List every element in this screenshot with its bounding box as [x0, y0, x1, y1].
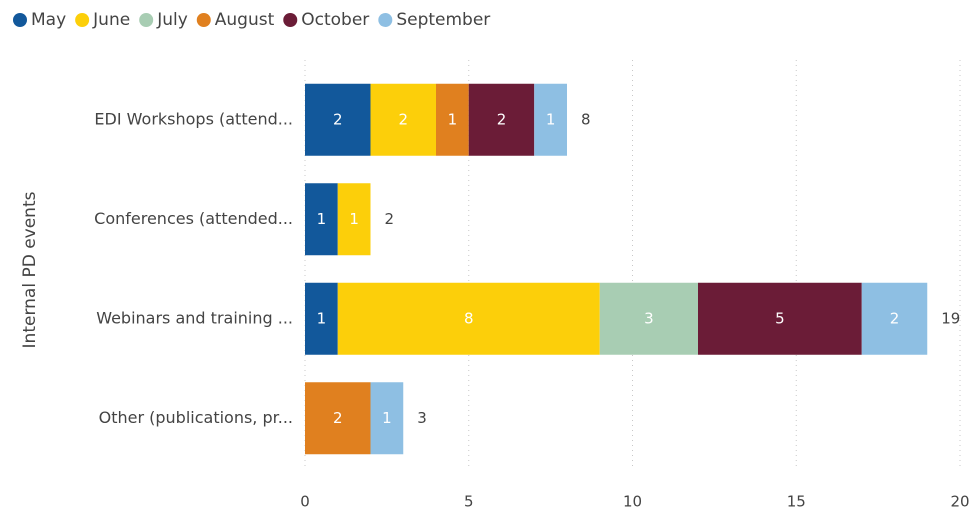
bar-segment	[698, 282, 862, 355]
y-axis-label: Internal PD events	[20, 191, 40, 348]
legend-swatch	[378, 13, 393, 27]
legend-label: August	[215, 10, 275, 30]
bar-segment	[305, 183, 338, 256]
bar-segment	[370, 382, 404, 455]
legend-label: June	[92, 10, 130, 30]
legend-label: October	[301, 10, 369, 30]
data-label: 1	[546, 110, 556, 128]
data-label: 1	[448, 110, 458, 128]
x-tick-label: 5	[464, 493, 474, 511]
legend-swatch	[75, 13, 90, 27]
data-label: 2	[497, 110, 507, 128]
data-label: 5	[775, 309, 785, 327]
total-label: 3	[417, 409, 427, 427]
y-tick-label: EDI Workshops (attend...	[94, 109, 293, 128]
legend-swatch	[139, 13, 154, 27]
bar-segment	[337, 183, 371, 256]
data-label: 3	[644, 309, 654, 327]
legend-swatch	[13, 13, 27, 27]
x-tick-label: 15	[787, 493, 806, 511]
bar-segment	[305, 83, 371, 156]
data-label: 2	[333, 409, 343, 427]
y-tick-label: Conferences (attended...	[94, 209, 293, 228]
y-tick-label: Webinars and training ...	[96, 308, 293, 327]
legend-label: July	[156, 10, 188, 30]
x-tick-label: 0	[300, 493, 310, 511]
total-label: 19	[941, 309, 960, 327]
x-tick-label: 20	[950, 493, 969, 511]
total-label: 2	[385, 210, 395, 228]
data-label: 1	[382, 409, 392, 427]
bar-segment	[599, 282, 698, 355]
data-label: 2	[398, 110, 408, 128]
bar-segment	[534, 83, 567, 156]
legend-label: September	[396, 10, 490, 30]
bar-segment	[305, 282, 338, 355]
bar-segment	[305, 382, 371, 455]
bar-segment	[861, 282, 928, 355]
x-tick-label: 10	[623, 493, 642, 511]
data-label: 2	[890, 309, 900, 327]
data-label: 8	[464, 309, 474, 327]
legend-swatch	[196, 13, 211, 27]
data-label: 1	[317, 309, 327, 327]
legend-label: May	[31, 10, 66, 30]
bar-segment	[370, 83, 436, 156]
data-label: 1	[349, 210, 359, 228]
data-label: 2	[333, 110, 343, 128]
bar-segment	[436, 83, 469, 156]
y-tick-label: Other (publications, pr...	[99, 408, 293, 427]
data-label: 1	[317, 210, 327, 228]
legend-swatch	[283, 13, 298, 27]
bar-segment	[468, 83, 535, 156]
bar-segment	[337, 282, 600, 355]
total-label: 8	[581, 110, 591, 128]
